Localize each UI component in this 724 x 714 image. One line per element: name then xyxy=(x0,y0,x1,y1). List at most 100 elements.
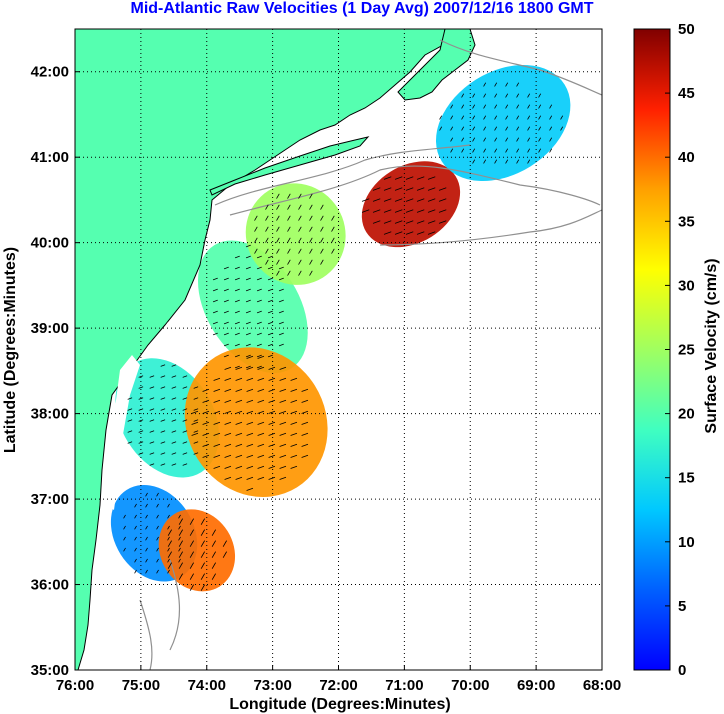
velocity-vector xyxy=(245,277,251,281)
velocity-vector xyxy=(182,397,188,400)
velocity-vector xyxy=(167,503,170,508)
velocity-vector xyxy=(178,540,183,547)
velocity-vector xyxy=(193,430,199,433)
velocity-vector xyxy=(416,231,425,235)
velocity-vector xyxy=(505,82,509,87)
velocity-vector xyxy=(246,366,254,370)
velocity-vector xyxy=(191,410,199,414)
velocity-vector xyxy=(298,259,302,265)
velocity-vector xyxy=(254,226,258,232)
velocity-vector xyxy=(149,375,155,378)
velocity-vector xyxy=(234,277,240,281)
velocity-vector xyxy=(290,465,298,469)
velocity-vector xyxy=(134,503,137,508)
velocity-vector xyxy=(276,270,280,276)
velocity-vector xyxy=(145,525,148,530)
velocity-vector xyxy=(268,421,276,425)
velocity-vector xyxy=(472,115,476,120)
velocity-vector xyxy=(189,518,194,525)
velocity-vector xyxy=(134,558,137,563)
velocity-vector xyxy=(211,540,216,547)
velocity-vector xyxy=(224,465,232,469)
velocity-vector xyxy=(516,104,520,109)
velocity-vector xyxy=(279,421,287,425)
velocity-vector xyxy=(212,321,218,325)
velocity-vector xyxy=(276,237,280,243)
velocity-vector xyxy=(171,386,177,389)
velocity-vector xyxy=(257,388,265,392)
colorbar-tick-label: 5 xyxy=(678,598,686,615)
velocity-vector xyxy=(309,215,313,221)
velocity-vector xyxy=(309,270,313,276)
velocity-vector xyxy=(527,104,531,109)
velocity-vector xyxy=(178,547,181,552)
velocity-vector xyxy=(298,237,302,243)
velocity-vector xyxy=(160,441,166,444)
velocity-vector xyxy=(265,237,269,243)
velocity-vector xyxy=(268,366,276,370)
velocity-vector xyxy=(257,377,265,381)
colorbar-tick-label: 20 xyxy=(678,406,695,423)
velocity-vector xyxy=(156,525,159,530)
colorbar-tick-label: 35 xyxy=(678,213,695,230)
velocity-vector xyxy=(301,388,309,392)
velocity-vector xyxy=(256,321,262,325)
velocity-vector xyxy=(290,454,298,458)
velocity-vector xyxy=(149,386,155,389)
velocity-vector xyxy=(191,421,199,425)
velocity-vector xyxy=(222,551,227,558)
velocity-vector xyxy=(527,126,531,131)
velocity-vector xyxy=(224,377,232,381)
velocity-vector xyxy=(245,365,251,369)
velocity-vector xyxy=(235,388,243,392)
velocity-vector xyxy=(331,248,335,254)
velocity-vector xyxy=(245,288,251,292)
velocity-vector xyxy=(438,198,447,202)
velocity-vector xyxy=(254,237,258,243)
velocity-vector xyxy=(450,115,454,120)
velocity-vector xyxy=(245,343,251,347)
velocity-vector xyxy=(193,419,199,422)
velocity-vector xyxy=(182,419,188,422)
delaware-bay xyxy=(155,322,178,345)
velocity-vector xyxy=(494,104,498,109)
velocity-vector xyxy=(278,299,284,303)
velocity-vector xyxy=(138,386,144,389)
velocity-vector xyxy=(235,410,243,414)
velocity-vector xyxy=(211,529,216,536)
velocity-vector xyxy=(123,536,126,541)
velocity-vector xyxy=(156,503,159,508)
velocity-vector xyxy=(427,176,436,180)
velocity-vector xyxy=(279,432,287,436)
chesapeake-bay xyxy=(106,355,140,510)
velocity-vector xyxy=(193,452,199,455)
y-tick-label: 36:00 xyxy=(31,577,69,594)
velocity-vector xyxy=(257,465,265,469)
velocity-vector xyxy=(267,288,273,292)
velocity-vector xyxy=(145,569,148,574)
velocity-vector xyxy=(167,525,170,530)
y-tick-label: 42:00 xyxy=(31,64,69,81)
velocity-vector xyxy=(505,137,509,142)
velocity-vector xyxy=(279,443,287,447)
velocity-vector xyxy=(265,215,269,221)
velocity-vector xyxy=(200,529,205,536)
velocity-vector xyxy=(268,465,276,469)
velocity-vector xyxy=(383,176,392,180)
velocity-vector xyxy=(235,432,243,436)
velocity-vector xyxy=(276,215,280,221)
velocity-vector xyxy=(267,266,273,270)
velocity-vector xyxy=(309,248,313,254)
velocity-vector xyxy=(405,187,414,191)
velocity-vector xyxy=(223,288,229,292)
velocity-vector xyxy=(134,536,137,541)
velocity-vector xyxy=(320,215,324,221)
velocity-vector xyxy=(516,93,520,98)
velocity-vector xyxy=(160,430,166,433)
velocity-vector xyxy=(538,126,542,131)
velocity-vector xyxy=(256,354,262,358)
velocity-vector xyxy=(309,237,313,243)
velocity-vector xyxy=(224,399,232,403)
velocity-vector xyxy=(257,443,265,447)
velocity-vector xyxy=(167,562,172,569)
